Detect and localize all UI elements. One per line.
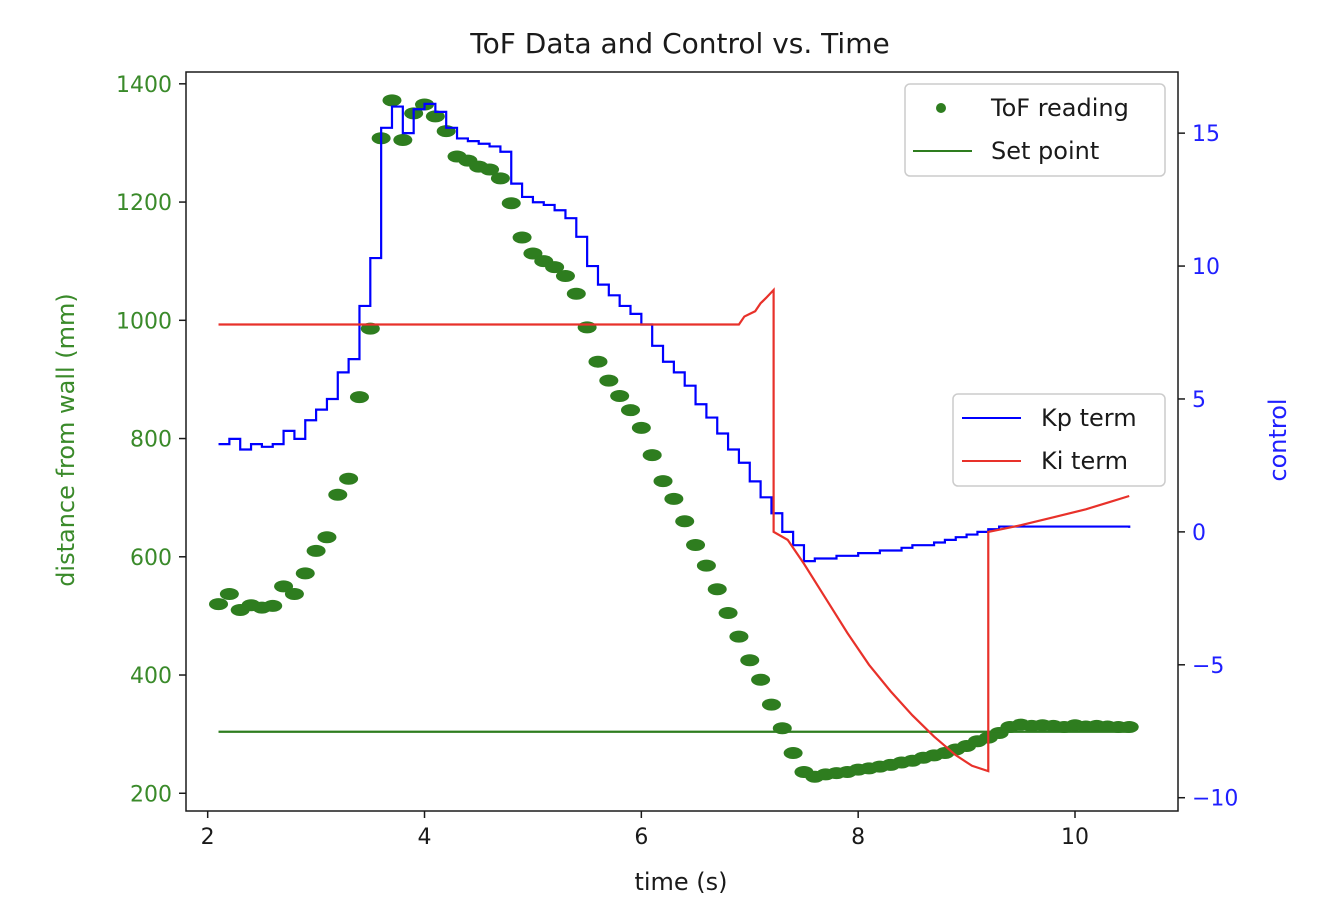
kp-term-line: [218, 102, 1131, 563]
tof-reading-point: [523, 247, 543, 260]
right-y-tick-label: 5: [1192, 388, 1206, 413]
x-tick-label: 8: [851, 825, 865, 850]
x-tick-label: 10: [1061, 825, 1089, 850]
x-tick-label: 4: [418, 825, 432, 850]
left-y-tick-label: 1400: [116, 73, 172, 98]
tof-reading-point: [306, 544, 326, 557]
tof-reading-point: [707, 583, 727, 596]
legend-set-point-label: Set point: [991, 137, 1099, 165]
tof-reading-point: [577, 321, 597, 334]
tof-reading-point: [642, 449, 662, 462]
legend-tof-reading-marker: [936, 103, 946, 113]
axes-frame: [185, 71, 1179, 812]
tof-reading-point: [751, 673, 771, 686]
tof-reading-point: [328, 488, 348, 501]
tof-reading-point: [209, 598, 229, 611]
right-y-axis-label: control: [1264, 398, 1292, 481]
legend-ki-term-label: Ki term: [1041, 447, 1128, 475]
tof-reading-point: [675, 515, 695, 528]
right-y-tick-label: −10: [1192, 787, 1238, 812]
tof-reading-point: [696, 559, 716, 572]
x-axis-label: time (s): [634, 868, 727, 896]
x-tick-label: 2: [201, 825, 215, 850]
tof-reading-point: [382, 94, 402, 107]
left-y-tick-label: 600: [130, 546, 172, 571]
left-y-tick-label: 800: [130, 428, 172, 453]
right-y-tick-label: 10: [1192, 255, 1220, 280]
left-y-tick-label: 200: [130, 782, 172, 807]
tof-reading-series: [209, 94, 1139, 783]
tof-reading-point: [631, 421, 651, 434]
left-y-tick-label: 1000: [116, 309, 172, 334]
tof-reading-point: [339, 472, 359, 485]
tof-reading-point: [263, 599, 283, 612]
legend-tof-reading-label: ToF reading: [990, 94, 1129, 122]
left-y-axis-label: distance from wall (mm): [52, 293, 80, 587]
tof-reading-point: [555, 269, 575, 282]
tof-reading-point: [393, 133, 413, 146]
tof-reading-point: [425, 110, 445, 123]
tof-reading-point: [621, 404, 641, 417]
tof-reading-point: [274, 580, 294, 593]
tof-reading-point: [664, 492, 684, 505]
tof-reading-point: [480, 163, 500, 176]
tof-reading-point: [783, 747, 803, 760]
tof-reading-point: [610, 389, 630, 402]
tof-reading-point: [219, 588, 239, 601]
legend-kp-term-label: Kp term: [1041, 404, 1137, 432]
right-y-tick-label: 0: [1192, 521, 1206, 546]
tof-reading-point: [761, 698, 781, 711]
tof-reading-point: [599, 374, 619, 387]
tof-reading-point: [284, 588, 304, 601]
tof-reading-point: [740, 654, 760, 667]
tof-reading-point: [512, 231, 532, 244]
x-axis: 2 4 6 8 10: [201, 811, 1089, 850]
chart-title: ToF Data and Control vs. Time: [469, 27, 889, 60]
tof-reading-point: [490, 172, 510, 185]
tof-reading-point: [1119, 721, 1139, 734]
tof-reading-point: [501, 197, 521, 210]
right-y-axis: −10 −5 0 5 10 15: [1178, 122, 1238, 812]
tof-reading-point: [718, 606, 738, 619]
tof-reading-point: [545, 261, 565, 274]
legend-kp-ki: Kp term Ki term: [952, 393, 1166, 487]
legend-tof-setpoint-frame: [904, 83, 1166, 177]
left-y-tick-label: 1200: [116, 191, 172, 216]
tof-reading-point: [295, 567, 315, 580]
right-y-tick-label: 15: [1192, 122, 1220, 147]
tof-reading-point: [317, 531, 337, 544]
left-y-axis: 200 400 600 800 1000 1200 1400: [116, 73, 186, 807]
tof-reading-point: [653, 475, 673, 488]
left-y-tick-label: 400: [130, 664, 172, 689]
plot-area: [209, 94, 1139, 783]
tof-reading-point: [349, 391, 369, 404]
ki-term-line: [218, 287, 1130, 773]
tof-reading-point: [729, 630, 749, 643]
x-tick-label: 6: [634, 825, 648, 850]
tof-reading-point: [566, 287, 586, 300]
tof-reading-point: [588, 355, 608, 368]
right-y-tick-label: −5: [1192, 654, 1224, 679]
legend-tof-setpoint: ToF reading Set point: [904, 83, 1166, 177]
tof-reading-point: [686, 538, 706, 551]
